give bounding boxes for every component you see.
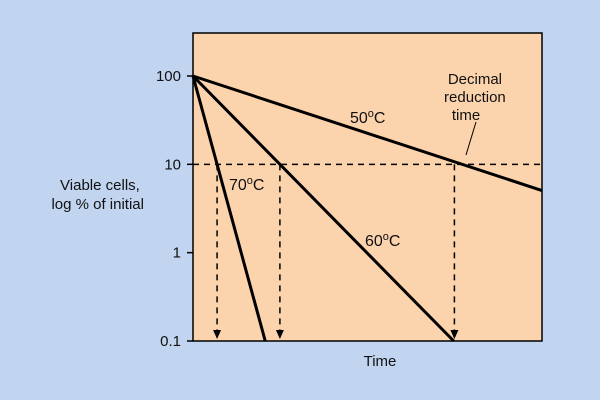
x-axis-title: Time [364,353,397,370]
y-tick-label-1: 1 [173,245,181,262]
series-label-70: 70oC [229,175,264,194]
annotation-leader-line [465,121,477,156]
y-tick-label-100: 100 [156,68,181,85]
y-axis-title: Viable cells, log % of initial [51,177,144,213]
drop-arrow-2 [275,330,284,339]
series-line-50 [192,74,543,192]
y-tick-label-0.1: 0.1 [160,333,181,350]
series-label-50: 50oC [350,108,385,127]
drop-arrow-1 [213,330,222,339]
drop-arrow-3 [450,330,459,339]
series-line-60 [191,74,455,343]
y-tick-label-10: 10 [164,156,181,173]
series-line-70 [191,75,267,342]
series-label-60: 60oC [365,231,400,250]
decimal-reduction-annotation: Decimal reduction time [444,71,510,124]
